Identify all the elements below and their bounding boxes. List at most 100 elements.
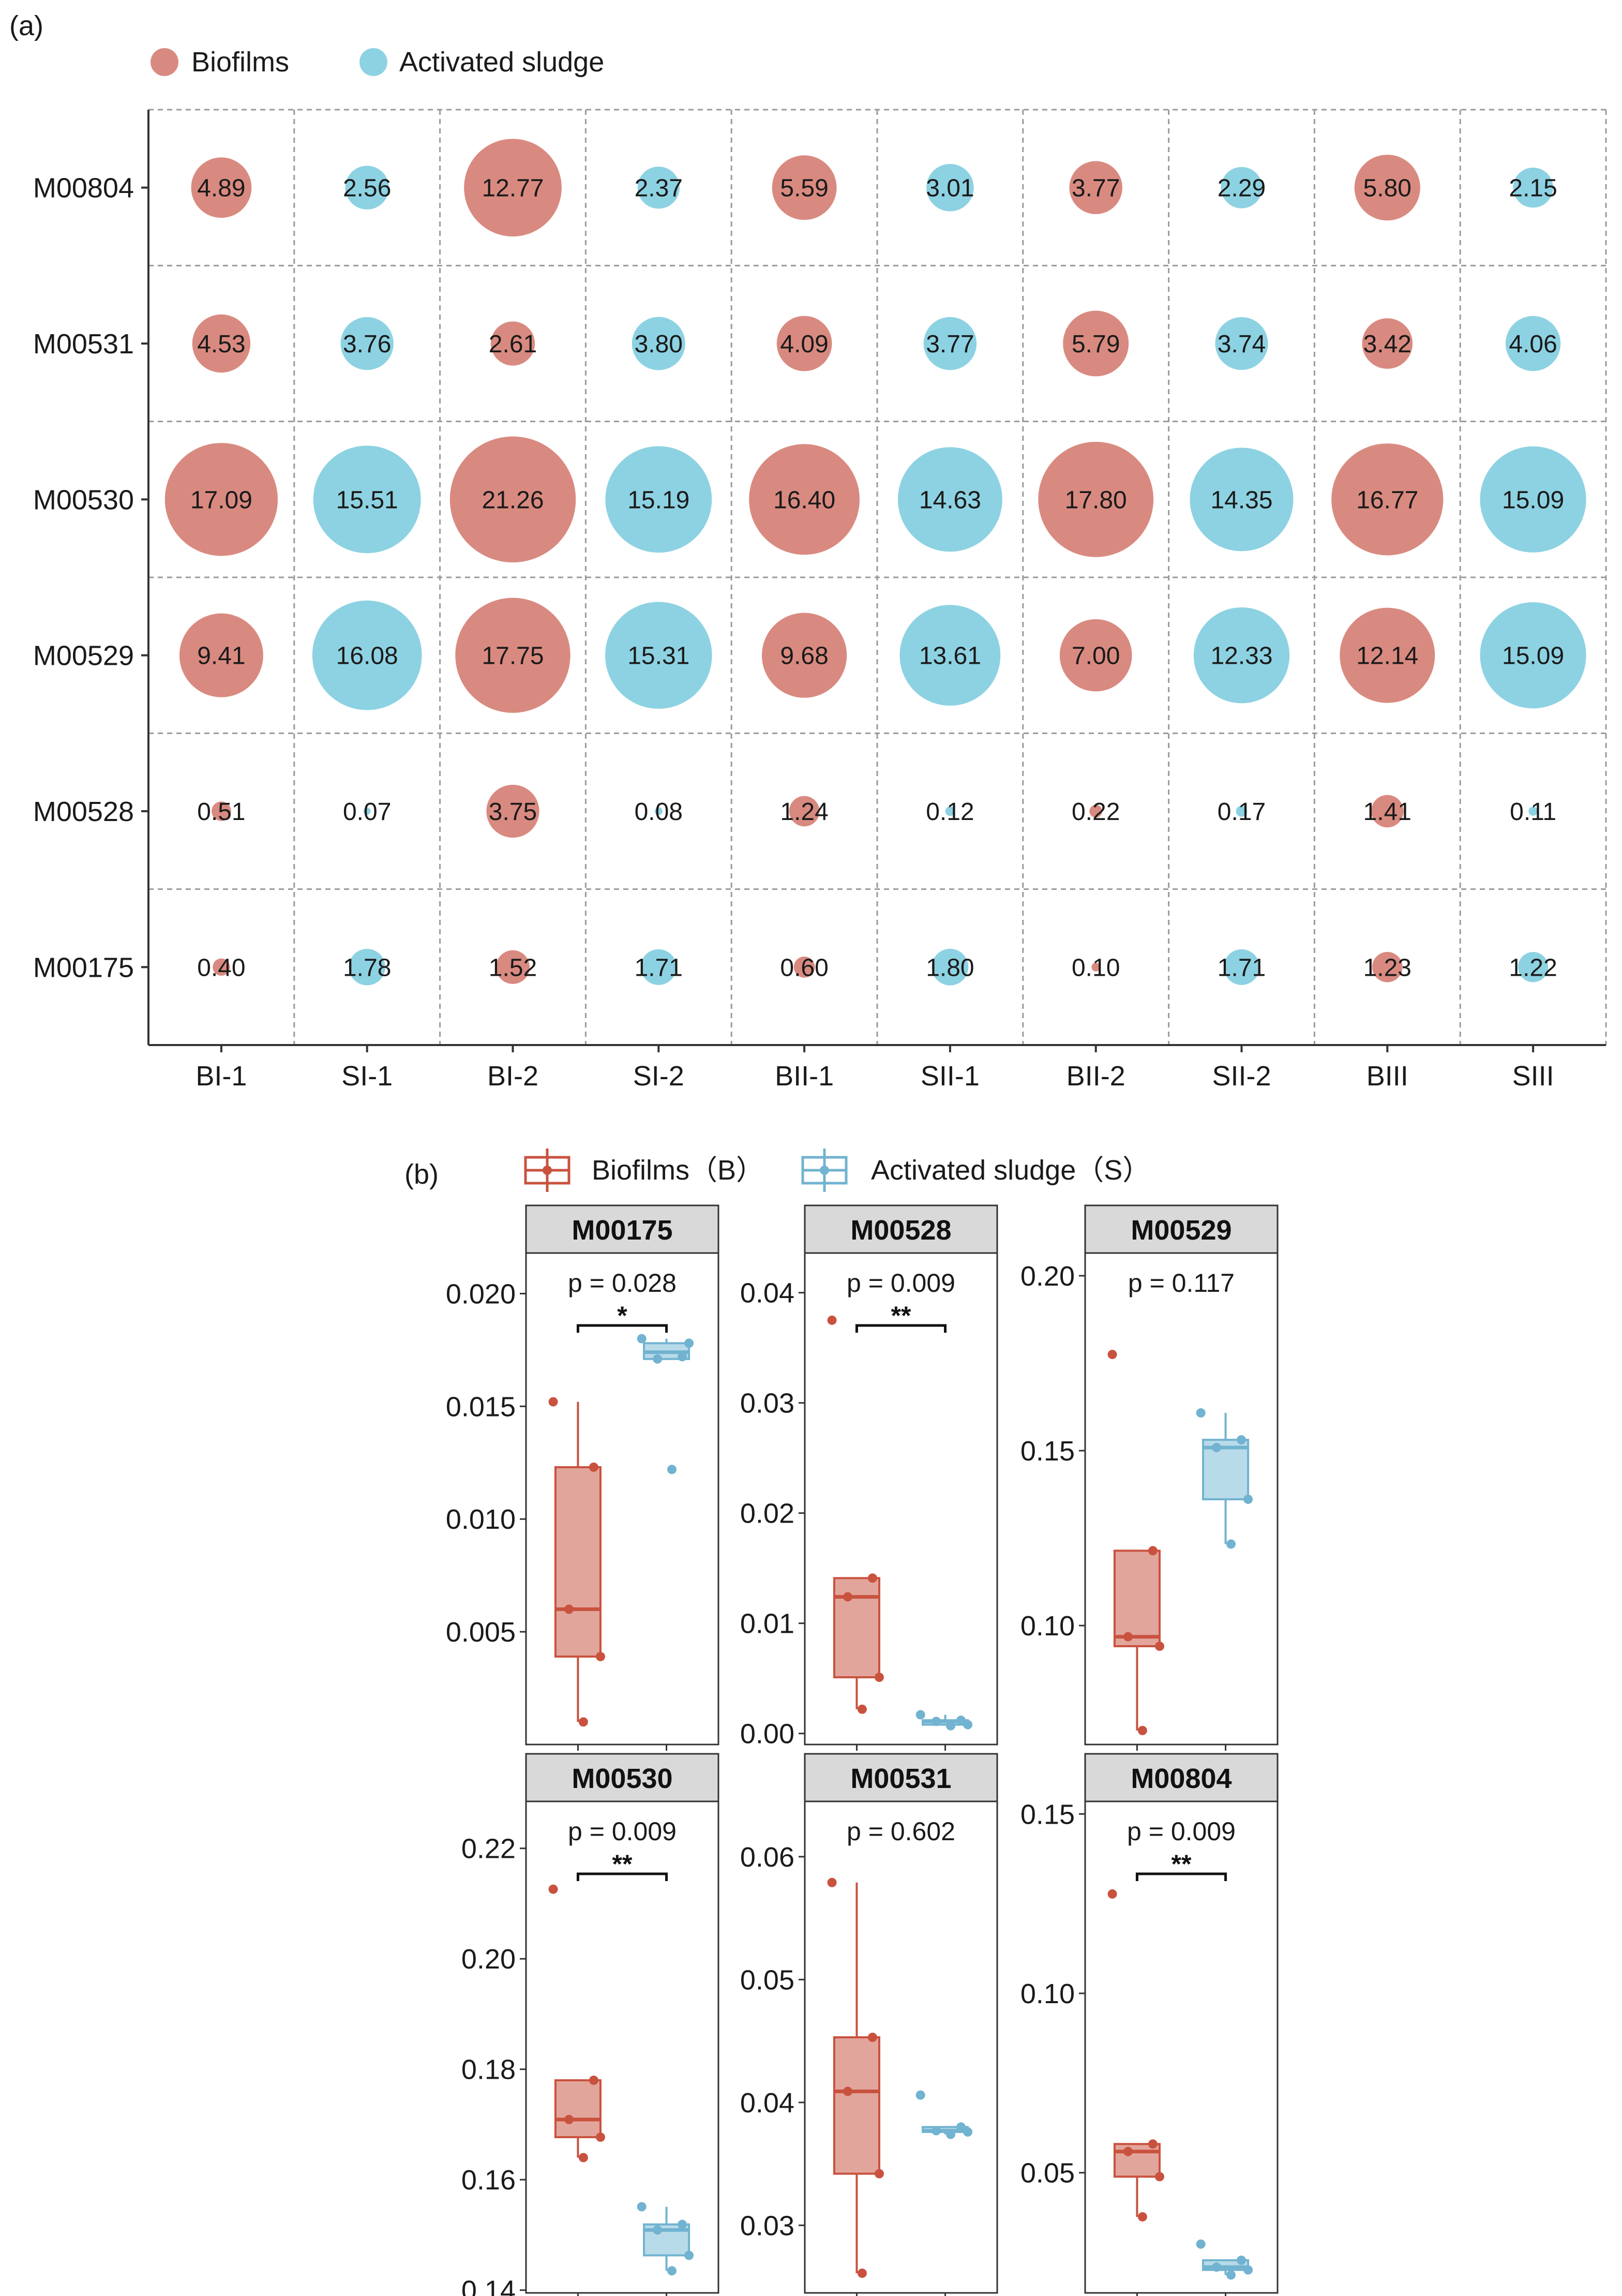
data-point — [1148, 1546, 1158, 1556]
y-tick-label: 0.20 — [1020, 1261, 1075, 1292]
bubble-M00175-BI-1 — [213, 958, 230, 976]
bubble-value-label: 16.77 — [1356, 486, 1418, 514]
bubble-marks: 4.89 2.56 12.77 2.37 5.59 3.01 3.77 2.29 5.80 2.1… — [164, 139, 1586, 986]
legend-sludge-box-label: Activated sludge（S） — [871, 1155, 1150, 1186]
data-point — [946, 2129, 956, 2139]
bubble-M00529-SI-2 — [605, 602, 712, 709]
bubble-value-label: 1.22 — [1509, 954, 1557, 981]
bubble-value-label: 17.75 — [482, 643, 544, 670]
x-tick-label: BII-1 — [775, 1061, 834, 1092]
bubble-M00804-SI-2 — [637, 167, 680, 209]
data-point — [1107, 1350, 1117, 1360]
x-tick-label: BIII — [1366, 1061, 1408, 1092]
bubble-value-label: 5.79 — [1072, 331, 1120, 358]
bubble-M00175-SII-2 — [1223, 949, 1260, 985]
data-point — [843, 1592, 853, 1602]
data-point — [1123, 2146, 1133, 2156]
y-tick-label: 0.18 — [461, 2054, 516, 2085]
bubble-value-label: 1.80 — [926, 954, 974, 981]
bubble-M00531-SII-1 — [923, 317, 977, 370]
bubble-M00531-SI-2 — [632, 317, 685, 370]
box-B — [554, 2079, 602, 2138]
facet-strip — [1084, 1753, 1279, 1802]
bubble-M00528-BIII — [1371, 795, 1404, 828]
bubble-M00175-BII-1 — [793, 956, 815, 978]
bubble-value-label: 3.76 — [343, 331, 391, 358]
bubble-M00529-BI-2 — [455, 598, 570, 713]
data-point — [595, 2132, 605, 2142]
bubble-gridlines — [148, 109, 1607, 1045]
y-tick-label: 0.16 — [461, 2165, 516, 2196]
y-tick-label: 0.10 — [1020, 1978, 1075, 2009]
bubble-M00529-SI-1 — [312, 600, 422, 710]
facet-title: M00530 — [572, 1763, 672, 1794]
legend-sludge-box-key — [801, 1149, 848, 1192]
facet-panel — [1084, 1800, 1279, 2294]
bubble-M00530-SI-1 — [313, 445, 421, 554]
p-value-label: p = 0.009 — [1127, 1817, 1236, 1846]
bubble-M00175-BI-2 — [495, 950, 530, 984]
bubble-value-label: 0.60 — [780, 954, 828, 981]
y-tick-label: M00804 — [33, 173, 134, 204]
p-value-label: p = 0.009 — [568, 1817, 677, 1846]
bubble-value-label: 2.56 — [343, 175, 391, 202]
bubble-value-label: 12.33 — [1210, 643, 1272, 670]
y-tick-label: M00530 — [33, 484, 134, 515]
data-point — [548, 1397, 558, 1407]
bubble-value-label: 0.08 — [635, 798, 683, 826]
data-point — [867, 2033, 877, 2042]
y-tick-label: 0.14 — [461, 2275, 516, 2296]
data-point — [867, 1573, 877, 1583]
p-value-label: p = 0.602 — [847, 1817, 955, 1846]
legend-sludge-label: Activated sludge — [399, 47, 604, 78]
facet-strip — [525, 1753, 719, 1802]
y-tick-label: M00529 — [33, 640, 134, 672]
bubble-value-label: 1.52 — [489, 954, 537, 981]
bubble-M00529-BI-1 — [179, 613, 263, 697]
bubble-value-label: 4.53 — [197, 331, 245, 358]
bubble-M00530-BI-1 — [164, 443, 278, 556]
bubble-M00530-SII-2 — [1190, 448, 1294, 551]
data-point — [956, 2122, 966, 2132]
data-point — [1196, 1408, 1206, 1418]
x-tick-label: SII-1 — [921, 1061, 980, 1092]
facet-title: M00804 — [1131, 1763, 1231, 1794]
bubble-value-label: 14.63 — [919, 486, 981, 514]
y-tick-label: 0.22 — [461, 1833, 516, 1865]
bubble-value-label: 3.74 — [1218, 331, 1266, 358]
bubble-value-label: 15.09 — [1502, 486, 1564, 514]
x-tick-label: BII-2 — [1067, 1061, 1125, 1092]
x-tick-label: BI-1 — [196, 1061, 247, 1092]
boxplot-panel: (b) Biofilms（B） Activated sludge（S） M001… — [404, 1149, 1279, 2296]
y-tick-label: 0.02 — [740, 1498, 794, 1529]
bubble-M00175-SI-2 — [640, 949, 677, 985]
data-point — [1154, 1642, 1164, 1651]
y-tick-label: 0.015 — [446, 1391, 516, 1422]
significance-bracket — [1135, 1872, 1227, 1881]
bubble-value-label: 0.11 — [1510, 798, 1556, 826]
bubble-M00529-SIII — [1480, 602, 1586, 709]
bubble-value-label: 4.09 — [780, 331, 828, 358]
bubble-M00804-BII-1 — [772, 155, 837, 220]
significance-stars: ** — [1172, 1850, 1192, 1878]
box-B — [554, 1466, 602, 1658]
data-point — [1148, 2139, 1158, 2149]
x-tick-label: BI-2 — [487, 1061, 538, 1092]
significance-stars: ** — [891, 1301, 911, 1330]
bubble-value-label: 1.71 — [1218, 954, 1266, 981]
bubble-value-label: 9.68 — [780, 643, 828, 670]
bubble-M00804-BI-1 — [191, 157, 252, 218]
bubble-value-label: 2.61 — [489, 331, 537, 358]
data-point — [963, 2127, 973, 2137]
y-tick-label: 0.15 — [1020, 1436, 1075, 1467]
p-value-label: p = 0.028 — [568, 1269, 677, 1298]
bubble-value-label: 3.77 — [926, 331, 974, 358]
bubble-M00531-SI-1 — [340, 317, 394, 370]
y-tick-label: 0.04 — [740, 2088, 794, 2119]
data-point — [857, 1704, 867, 1714]
legend-a: Biofilms Activated sludge — [151, 47, 604, 78]
